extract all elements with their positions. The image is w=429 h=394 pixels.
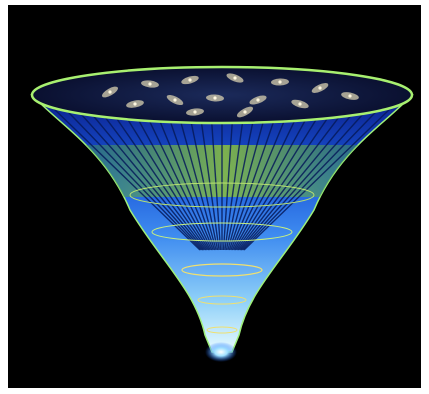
field-line (164, 104, 216, 251)
ring (151, 222, 293, 242)
galaxy-core (298, 102, 302, 106)
field-line (239, 104, 361, 251)
field-line (198, 104, 220, 251)
field-line (141, 104, 213, 251)
ring (206, 326, 238, 334)
field-line (240, 104, 372, 251)
field-line (225, 104, 258, 251)
field-line (237, 104, 349, 251)
field-line (230, 104, 292, 251)
field-line (118, 104, 210, 251)
field-line (129, 104, 211, 251)
funnel-rim (30, 65, 414, 125)
galaxy-core (108, 90, 112, 94)
galaxy-core (148, 82, 152, 86)
field-line (228, 104, 280, 251)
field-line (234, 104, 326, 251)
galaxy-core (233, 76, 237, 80)
field-lines (49, 104, 395, 251)
ring (129, 182, 315, 208)
field-line (95, 104, 207, 251)
field-line (236, 104, 338, 251)
field-line (222, 104, 235, 251)
bright-origin (205, 342, 237, 362)
field-line (224, 104, 246, 251)
galaxy-core (256, 98, 260, 102)
field-line (152, 104, 214, 251)
field-line (242, 104, 384, 251)
field-line (83, 104, 205, 251)
field-line (186, 104, 219, 251)
field-line (231, 104, 303, 251)
galaxy-core (133, 102, 137, 106)
field-line (175, 104, 217, 251)
field-line (243, 104, 395, 251)
field-line (60, 104, 202, 251)
field-line (209, 104, 222, 251)
field-line (227, 104, 269, 251)
galaxy-core (318, 86, 322, 90)
galaxy-core (243, 110, 247, 114)
ring (197, 295, 247, 305)
field-line (49, 104, 201, 251)
galaxy-core (173, 98, 177, 102)
galaxy-core (348, 94, 352, 98)
field-line (72, 104, 204, 251)
ring (181, 263, 263, 277)
galaxy-core (193, 110, 197, 114)
field-line (106, 104, 208, 251)
funnel-details (49, 104, 395, 334)
galaxies (102, 73, 359, 118)
field-line (233, 104, 315, 251)
galaxy-core (278, 80, 282, 84)
galaxy-core (213, 96, 217, 100)
galaxy-core (188, 78, 192, 82)
